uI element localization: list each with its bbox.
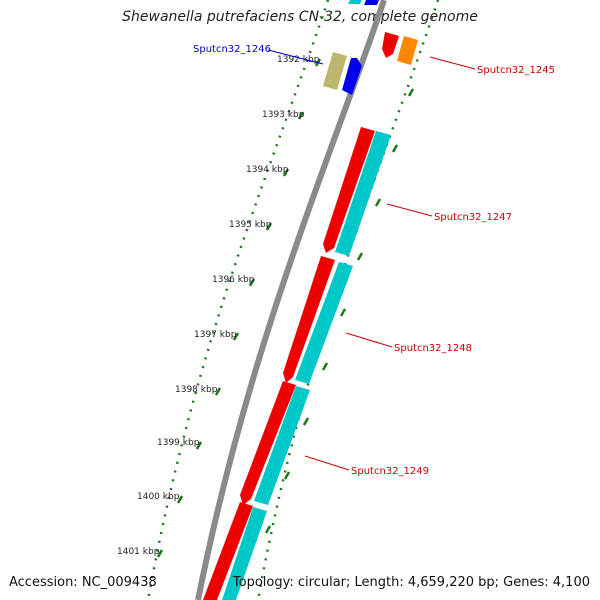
gene-arrow-sputcn32-1248[interactable] <box>283 256 335 383</box>
gene-arrow-bottom[interactable] <box>203 502 253 600</box>
major-tick <box>248 278 256 287</box>
major-tick <box>356 252 364 261</box>
major-tick <box>297 111 305 120</box>
tick-label: 1397 kbp <box>194 330 237 340</box>
major-tick <box>302 417 310 426</box>
major-tick <box>156 549 164 558</box>
outer-ruler-line <box>256 0 440 600</box>
gene-arrow-sputcn32-1246[interactable] <box>342 58 362 95</box>
tick-label: 1394 kbp <box>246 165 289 175</box>
accession-text: Accession: NC_009438 <box>9 575 157 590</box>
ruler-labels: 1392 kbp 1393 kbp 1394 kbp 1395 kbp 1396… <box>117 55 320 557</box>
gene-arrow-sputcn32-1245[interactable] <box>382 32 399 58</box>
genome-backbone <box>195 0 387 600</box>
tick-label: 1398 kbp <box>175 385 218 395</box>
rna-feature[interactable] <box>295 262 353 384</box>
leader-line-sputcn32-1247 <box>386 203 433 217</box>
major-tick <box>321 362 329 371</box>
leader-line-sputcn32-1249 <box>304 455 350 471</box>
tick-label: 1396 kbp <box>212 275 255 285</box>
gene-arrow-top-partial[interactable] <box>348 0 362 4</box>
gene-arrow-sputcn32-1247[interactable] <box>323 127 375 253</box>
tick-label: 1399 kbp <box>157 438 200 448</box>
gene-arrow-top-partial[interactable] <box>364 0 379 5</box>
leader-line-sputcn32-1246 <box>267 49 324 65</box>
gene-arrow-khaki[interactable] <box>323 52 347 90</box>
gene-arrow-orange[interactable] <box>397 36 418 65</box>
tick-label: 1392 kbp <box>277 55 320 65</box>
gene-label-sputcn32-1246[interactable]: Sputcn32_1246 <box>193 44 271 55</box>
map-title: Shewanella putrefaciens CN-32, complete … <box>122 9 478 25</box>
gene-label-sputcn32-1248[interactable]: Sputcn32_1248 <box>394 343 472 354</box>
inner-ruler-line <box>146 0 330 600</box>
major-tick <box>391 144 399 153</box>
topology-text: Topology: circular; Length: 4,659,220 bp… <box>232 575 590 590</box>
gene-label-sputcn32-1247[interactable]: Sputcn32_1247 <box>434 212 512 223</box>
leader-line-sputcn32-1245 <box>429 56 476 70</box>
gene-label-sputcn32-1245[interactable]: Sputcn32_1245 <box>477 65 555 76</box>
major-tick <box>282 168 290 177</box>
major-tick <box>339 308 347 317</box>
outer-major-ticks <box>264 88 415 534</box>
major-tick <box>374 198 382 207</box>
tick-label: 1393 kbp <box>262 110 305 120</box>
major-tick <box>264 525 272 534</box>
major-tick <box>195 441 203 450</box>
major-tick <box>232 332 240 341</box>
rna-feature[interactable] <box>222 507 267 600</box>
rna-feature[interactable] <box>335 131 391 256</box>
gene-arrow-sputcn32-1249[interactable] <box>240 381 296 505</box>
major-tick <box>283 471 291 480</box>
major-tick <box>265 222 273 231</box>
tick-label: 1395 kbp <box>229 220 272 230</box>
major-tick <box>176 495 184 504</box>
tick-label: 1401 kbp <box>117 547 160 557</box>
tick-label: 1400 kbp <box>137 492 180 502</box>
leader-line-sputcn32-1248 <box>345 332 393 348</box>
major-tick <box>407 88 415 97</box>
inner-major-ticks <box>156 58 322 558</box>
rna-feature[interactable] <box>254 386 310 505</box>
gene-label-sputcn32-1249[interactable]: Sputcn32_1249 <box>351 466 429 477</box>
major-tick <box>214 387 222 396</box>
